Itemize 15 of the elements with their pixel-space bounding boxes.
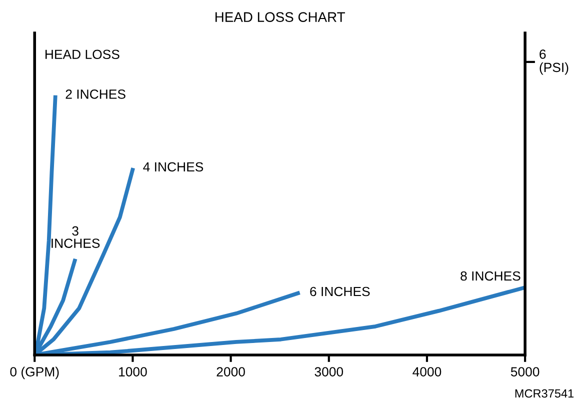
series-label: 3 INCHES [52, 226, 100, 248]
series-label: 2 INCHES [66, 89, 126, 99]
text: MCR37541 [515, 389, 574, 398]
x-tick-label: 1000 [119, 367, 147, 376]
x-tick-label: 0 (GPM) [10, 366, 59, 380]
x-tick-label: 5000 [510, 367, 540, 376]
x-tick-label: 4000 [412, 367, 442, 376]
series-label: 4 INCHES [143, 162, 204, 172]
chart-title: HEAD LOSS CHART [216, 12, 346, 22]
y-axis-title: HEAD LOSS [46, 50, 120, 60]
series-label: 6 INCHES [310, 286, 370, 296]
x-tick-label: 2000 [216, 367, 245, 376]
x-tick-label: 3000 [314, 367, 344, 376]
text: 6 (PSI) [540, 50, 568, 75]
series-label: 8 INCHES [460, 271, 520, 281]
